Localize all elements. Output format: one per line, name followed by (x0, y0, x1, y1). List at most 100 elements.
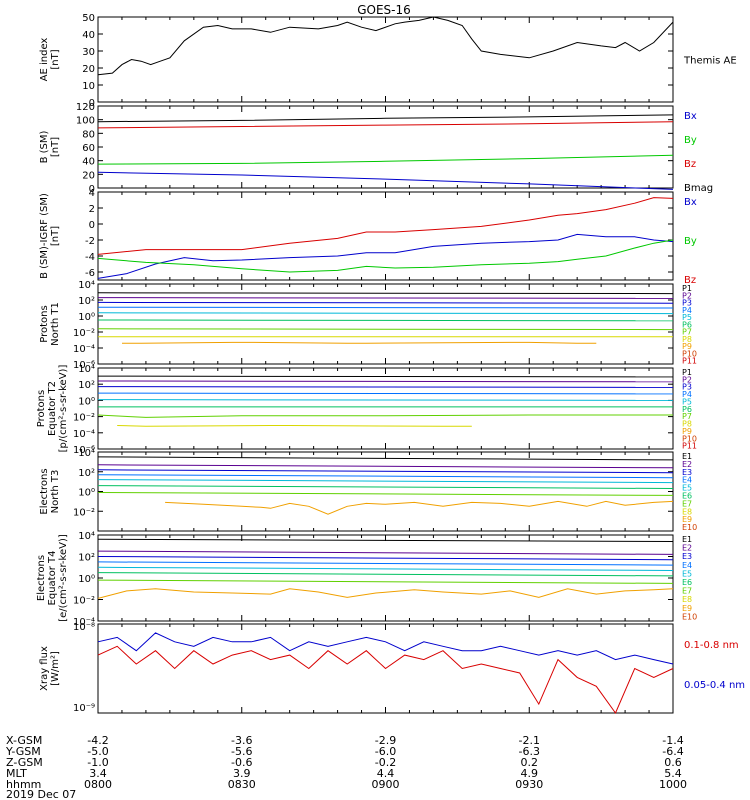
legend-entry: E5 (682, 569, 692, 578)
y-tick-label: 10⁴ (78, 280, 95, 291)
y-tick-label: 0 (89, 220, 95, 231)
legend-entry: E8 (682, 507, 692, 516)
series-e6 (97, 572, 674, 577)
y-tick-label: 10⁰ (78, 396, 95, 407)
panel-en: 10⁻² 10⁰ 10² 10⁴ ElectronsNorth T3 E1E2E3E4E5… (39, 448, 697, 532)
legend-entry: E3 (682, 552, 692, 561)
panel-db: -6 -4 -2 0 2 4 B (SM)-IGRF (SM)[nT] Bx By Bz (39, 188, 697, 286)
legend-entry: P9 (682, 427, 692, 436)
legend-entry: E9 (682, 604, 692, 613)
series-e2 (97, 464, 674, 469)
legend-entry: P7 (682, 412, 692, 421)
legend-entry: P6 (682, 405, 692, 414)
panel-frame (97, 283, 674, 365)
series-e3 (97, 469, 674, 474)
panel-frame (97, 367, 674, 450)
panel-frame (97, 16, 674, 103)
y-tick-label: -2 (85, 236, 95, 247)
legend-entry: E4 (682, 561, 692, 570)
y-axis-label: ProtonsNorth T1 (39, 302, 61, 346)
y-tick-label: 10⁴ (78, 364, 95, 375)
footer-value: 3.4 (89, 767, 107, 780)
footer-value: -5.0 (87, 745, 108, 758)
y-axis-label-line: [nT] (50, 137, 61, 157)
footer-value: 0930 (515, 778, 543, 791)
y-tick-label: 10⁰ (78, 574, 95, 585)
legend-entry: E5 (682, 484, 692, 493)
y-tick-label: 30 (82, 47, 95, 58)
legend-entry: P4 (682, 306, 692, 315)
y-tick-label: 10⁻⁴ (73, 429, 95, 440)
footer-value: -0.6 (231, 756, 252, 769)
y-axis-label-line: Equator T2 (47, 381, 58, 436)
y-tick-label: 10² (78, 380, 95, 391)
footer-value: -6.4 (662, 745, 683, 758)
legend-entry: E2 (682, 544, 692, 553)
series-p7 (97, 414, 673, 418)
y-tick-label: -4 (85, 252, 95, 263)
footer-value: -1.4 (662, 734, 683, 747)
footer-row-label: 2019 Dec 07 (6, 788, 76, 800)
legend-entry: P3 (682, 383, 692, 392)
y-axis-label-line: B (SM)-IGRF (SM) (39, 193, 50, 279)
y-tick-label: 4 (89, 188, 95, 199)
y-tick-label: 10⁻² (73, 328, 95, 339)
y-tick-label: 20 (82, 170, 95, 181)
y-tick-label: 10² (78, 468, 95, 479)
y-axis-label-line: Electrons (36, 555, 47, 601)
y-tick-label: 10⁴ (78, 531, 95, 542)
panel-frame (97, 534, 674, 622)
legend-entry: 0.05-0.4 nm (684, 680, 745, 691)
panel-frame (97, 191, 674, 281)
panel-pn: 10⁻⁶ 10⁻⁴ 10⁻² 10⁰ 10² 10⁴ ProtonsNorth T1 P1P2… (39, 280, 697, 371)
y-axis-label: B (SM)-IGRF (SM)[nT] (39, 193, 61, 279)
footer-value: -2.1 (519, 734, 540, 747)
y-axis-label-line: [nT] (50, 49, 61, 69)
y-axis-label-line: Protons (39, 305, 50, 342)
footer-value: 3.9 (233, 767, 251, 780)
y-tick-label: 2 (89, 204, 95, 215)
legend-entry: E6 (682, 492, 692, 501)
series-e9 (97, 588, 674, 599)
y-axis-label: ElectronsEquator T4[e/(cm²-s-sr-keV)] (36, 534, 69, 622)
series-e3 (97, 556, 674, 561)
legend: Themis AE (683, 56, 737, 67)
series-e7 (97, 492, 674, 496)
legend: 0.1-0.8 nm 0.05-0.4 nm (684, 640, 745, 691)
legend-entry: P10 (682, 349, 697, 358)
y-tick-label: 10⁰ (78, 488, 95, 499)
y-tick-label: 10⁻² (73, 507, 95, 518)
legend: Bx By Bz Bmag (684, 111, 713, 194)
series-e4 (97, 474, 674, 479)
legend-entry: P11 (682, 357, 697, 366)
y-axis-label-line: Protons (36, 390, 47, 427)
footer-value: 1000 (659, 778, 687, 791)
series-p4 (97, 306, 674, 309)
y-tick-label: 40 (82, 30, 95, 41)
panel-b: 0 20 40 60 80 100 120 B (SM)[nT] Bx By Bz Bmag (39, 102, 713, 195)
legend-entry: E4 (682, 476, 692, 485)
footer-value: -3.6 (231, 734, 252, 747)
footer-value: 0.2 (521, 756, 539, 769)
legend-entry: P3 (682, 299, 692, 308)
y-tick-label: 10⁻⁴ (73, 344, 95, 355)
footer-value: 0900 (372, 778, 400, 791)
legend-entry: E3 (682, 468, 692, 477)
series-e7 (97, 579, 674, 584)
y-axis-label-line: [p/(cm²-s-sr-keV)] (58, 365, 69, 453)
series-bx (97, 233, 674, 279)
series-0-1-0-8-nm (97, 645, 674, 715)
y-tick-label: 10⁻⁶ (73, 445, 95, 456)
legend-entry: P5 (682, 313, 692, 322)
y-tick-label: 20 (82, 64, 95, 75)
legend-entry: Bx (684, 111, 697, 122)
legend-entry: Bmag (684, 183, 713, 194)
series-e5 (97, 566, 674, 571)
footer-value: 0800 (84, 778, 112, 791)
series-p1 (97, 292, 674, 295)
series-e4 (97, 561, 674, 566)
series-p7 (97, 328, 674, 331)
